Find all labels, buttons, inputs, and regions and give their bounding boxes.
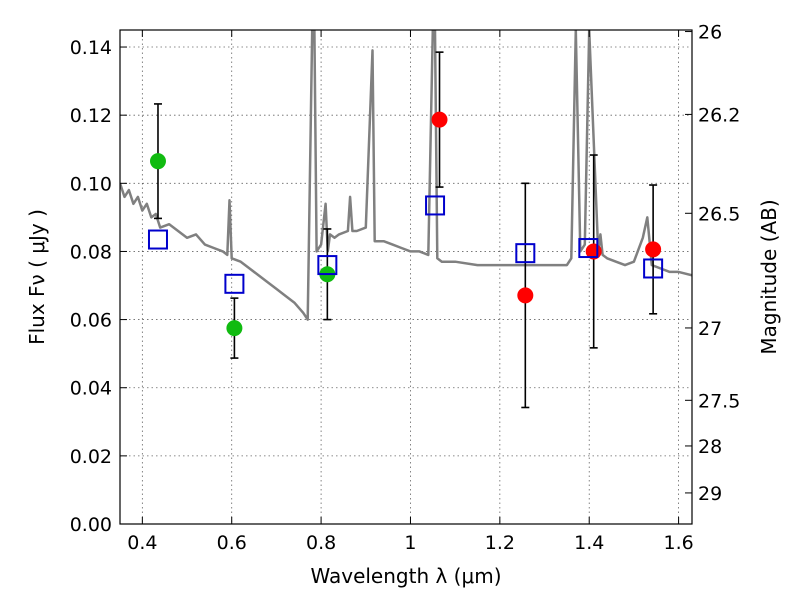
model-flux-square: [317, 255, 338, 276]
y-tick-label: 0.04: [70, 378, 112, 400]
data-point: [645, 241, 662, 258]
right-tick-label: 26: [698, 22, 722, 44]
right-tick-label: 27: [698, 318, 722, 340]
model-flux-square: [515, 243, 536, 264]
data-point: [431, 111, 448, 128]
y-tick-label: 0.02: [70, 446, 112, 468]
data-point: [517, 287, 534, 304]
y-tick-label: 0.08: [70, 241, 112, 263]
model-flux-square: [643, 258, 664, 279]
x-axis-ticks: 0.4 0.6 0.8 1 1.2 1.4 1.6: [127, 30, 694, 554]
x-tick-label: 0.4: [127, 532, 157, 554]
x-tick-label: 0.8: [306, 532, 336, 554]
data-point: [226, 320, 243, 337]
x-tick-label: 1.6: [663, 532, 693, 554]
y-tick-label: 0.12: [70, 105, 112, 127]
model-flux-square: [224, 273, 245, 294]
model-flux-square: [578, 238, 599, 259]
right-axis-label: Magnitude (AB): [757, 199, 781, 354]
y-tick-label: 0.10: [70, 173, 112, 195]
data-point: [149, 153, 166, 170]
grid: [120, 30, 692, 525]
right-tick-label: 28: [698, 436, 722, 458]
x-tick-label: 1.2: [485, 532, 515, 554]
model-flux-square: [425, 195, 446, 216]
x-tick-label: 1: [404, 532, 416, 554]
right-tick-label: 26.5: [698, 203, 740, 225]
model-spectrum: [120, 30, 692, 321]
plot-frame: [119, 29, 693, 525]
y-tick-label: 0.14: [70, 37, 112, 59]
x-tick-label: 1.4: [574, 532, 604, 554]
y-axis-label: Flux Fν ( μJy ): [25, 209, 49, 345]
x-tick-label: 0.6: [217, 532, 247, 554]
right-tick-label: 26.2: [698, 104, 740, 126]
y-tick-label: 0.00: [70, 514, 112, 536]
y-tick-label: 0.06: [70, 310, 112, 332]
data-points: [147, 51, 664, 409]
y-axis-ticks: 0.00 0.02 0.04 0.06 0.08 0.10 0.12 0.14: [70, 37, 127, 536]
right-tick-label: 29: [698, 483, 722, 505]
right-tick-label: 27.5: [698, 390, 740, 412]
spectrum-line: [120, 30, 692, 321]
x-axis-label: Wavelength λ (μm): [310, 564, 501, 588]
right-axis-ticks: 26 26.2 26.5 27 27.5 28 29: [685, 22, 740, 505]
model-flux-square: [147, 229, 168, 250]
